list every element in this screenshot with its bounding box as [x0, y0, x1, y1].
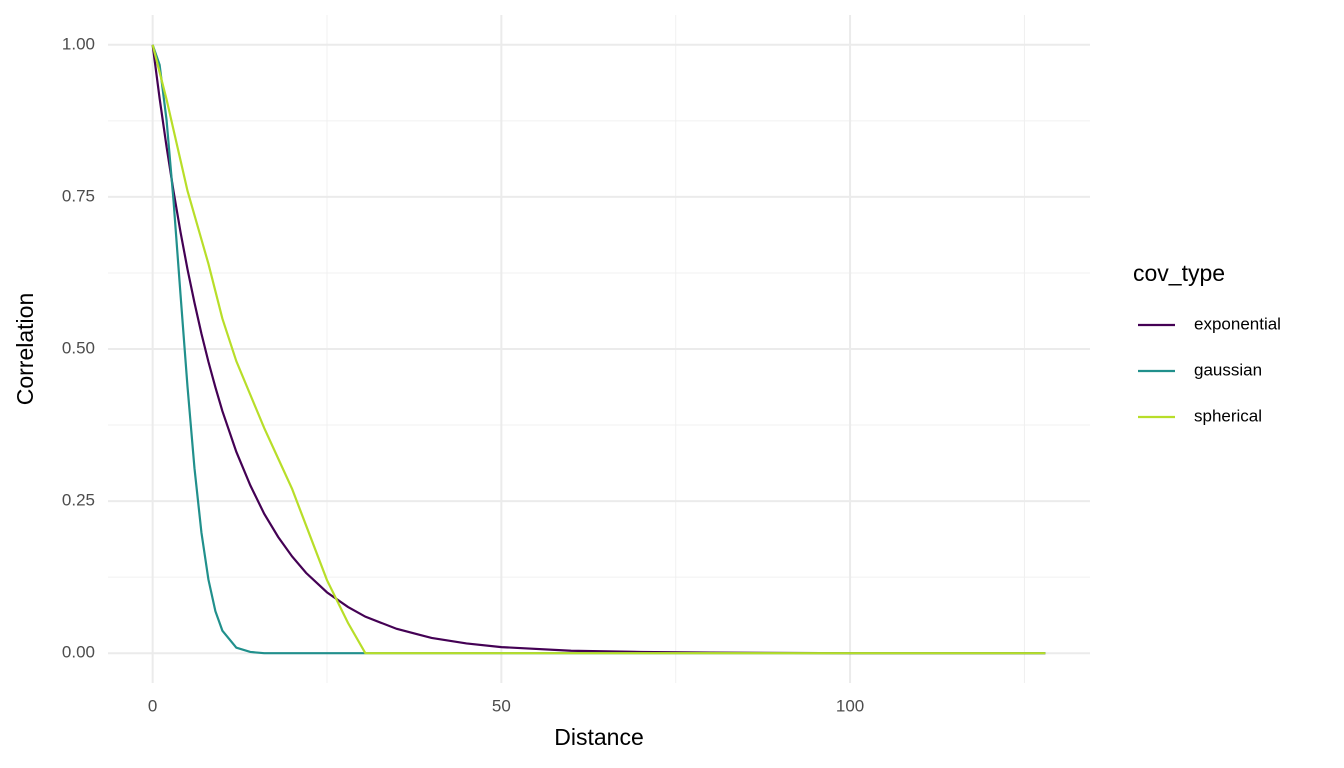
legend-title: cov_type [1133, 260, 1225, 286]
y-tick-label: 0.00 [62, 643, 95, 662]
y-axis-title: Correlation [12, 293, 38, 406]
y-tick-label: 0.25 [62, 491, 95, 510]
y-tick-label: 0.75 [62, 186, 95, 205]
x-axis-title: Distance [554, 724, 643, 750]
legend-label: spherical [1194, 406, 1262, 425]
y-tick-label: 1.00 [62, 34, 95, 53]
x-tick-label: 50 [492, 696, 511, 715]
series-line [151, 44, 1046, 655]
x-tick-label: 100 [836, 696, 864, 715]
legend-label: gaussian [1194, 360, 1262, 379]
y-tick-label: 0.50 [62, 338, 95, 357]
x-tick-label: 0 [148, 696, 157, 715]
series-line [151, 44, 1046, 655]
legend-label: exponential [1194, 314, 1281, 333]
